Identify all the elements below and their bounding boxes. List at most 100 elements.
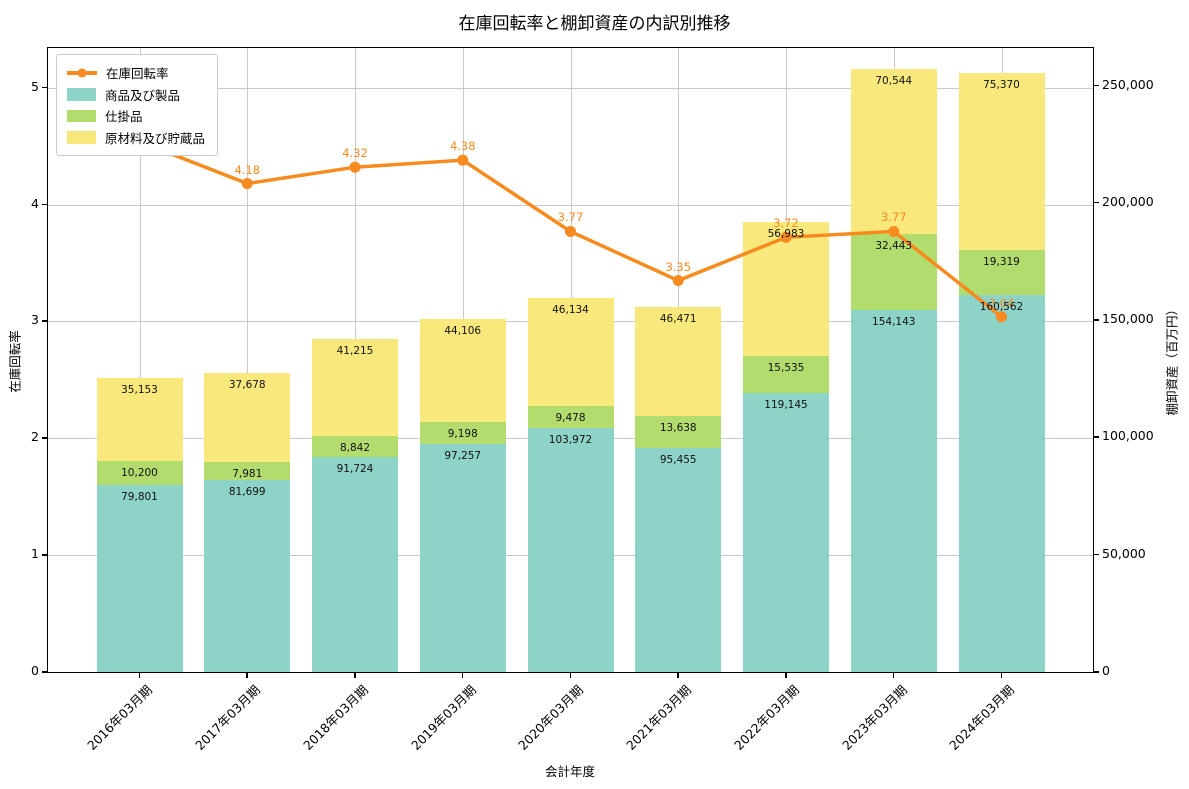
x-tick-mark [461,672,464,678]
x-tick-label: 2016年03月期 [84,682,156,753]
bar-value-label: 79,801 [121,490,158,503]
bar-value-label: 37,678 [228,379,266,392]
bar-segment [958,73,1045,251]
bar-value-label: 15,535 [767,362,805,375]
y-tick-mark-left [42,203,47,206]
legend: 在庫回転率 商品及び製品 仕掛品 原材料及び貯蔵品 [56,54,219,156]
bar-value-label: 95,455 [659,454,697,467]
x-tick-label: 2017年03月期 [192,682,263,753]
bar-value-label: 32,443 [875,240,913,253]
x-tick-label: 2018年03月期 [299,682,371,753]
bar-segment [204,461,291,481]
legend-line-marker-icon [67,68,97,78]
x-axis-label: 会計年度 [544,764,595,779]
x-tick-label: 2021年03月期 [623,682,694,753]
turnover-line [134,135,1007,323]
y-tick-mark-right [1093,319,1099,321]
line-marker [349,161,361,173]
bar-segment [850,234,937,311]
x-tick-mark [354,672,356,678]
bar-segment [419,422,506,444]
y-tick-mark-left [42,671,47,673]
legend-item: 原材料及び貯蔵品 [67,127,205,149]
line-marker [888,225,900,237]
line-value-label: 3.77 [880,210,907,225]
line-value-label: 4.32 [342,146,368,161]
bar-segment [958,250,1045,296]
bar-value-label: 9,198 [447,428,478,441]
y-tick-mark-left [42,320,47,322]
y-tick-label-left: 0 [31,663,39,678]
line-marker [241,178,253,190]
y-tick-mark-right [1093,84,1099,87]
bar-segment [204,373,291,462]
x-tick-mark [138,672,140,678]
y-tick-label-right: 0 [1102,663,1110,678]
x-tick-mark [1000,672,1002,678]
line-value-label: 3.72 [773,216,799,231]
bar-value-label: 44,106 [444,324,482,337]
bar-value-label: 70,544 [875,74,913,87]
bar-value-label: 8,842 [339,442,371,455]
y-tick-label-right: 250,000 [1102,76,1154,92]
line-value-label: 3.77 [557,210,584,225]
bar-segment [312,339,398,437]
y-tick-mark-right [1093,671,1099,673]
chart-title: 在庫回転率と棚卸資産の内訳別推移 [458,14,731,34]
bar-segment [419,443,506,672]
bar-segment [419,318,506,423]
bar-segment [527,297,614,406]
x-tick-label: 2022年03月期 [730,682,802,753]
bar-value-label: 91,724 [336,462,374,475]
x-tick-mark [892,672,895,678]
bar-segment [312,436,398,457]
y-tick-label-left: 2 [31,429,39,445]
legend-dot-icon [77,68,87,78]
line-marker [780,231,792,243]
y-tick-mark-left [42,437,47,439]
y-tick-label-right: 200,000 [1102,193,1154,209]
line-marker [672,275,684,287]
y-tick-label-right: 150,000 [1102,311,1154,327]
v-gridline [139,48,141,672]
y-tick-mark-right [1093,553,1099,556]
y-tick-label-left: 3 [31,312,39,328]
legend-item-label: 在庫回転率 [106,66,169,82]
legend-color-patch [67,109,96,122]
y-tick-label-right: 50,000 [1102,545,1146,561]
line-marker [457,154,469,166]
x-tick-mark [677,672,679,678]
x-tick-mark [246,672,248,678]
v-gridline [247,48,249,672]
bar-segment [96,484,183,672]
x-tick-mark [569,672,571,678]
y-tick-label-left: 5 [31,78,39,94]
legend-color-patch [67,88,96,101]
bar-value-label: 35,153 [121,384,158,397]
y-tick-label-left: 4 [31,195,39,211]
y-tick-mark-right [1093,436,1099,438]
bar-segment [204,480,291,672]
y-axis-label-right: 棚卸資産（百万円） [1164,302,1180,416]
bar-segment [96,460,183,485]
bar-segment [527,405,614,429]
y-tick-mark-left [42,86,47,89]
bar-segment [850,68,937,235]
x-tick-label: 2019年03月期 [407,682,479,753]
bar-segment [958,295,1045,672]
bar-segment [850,310,937,672]
line-marker [565,225,576,237]
legend-item-label: 仕掛品 [105,109,143,125]
bar-value-label: 9,478 [555,411,586,424]
bar-segment [743,222,829,357]
bar-value-label: 13,638 [659,422,697,435]
bar-value-label: 75,370 [983,79,1020,92]
bar-value-label: 56,983 [767,228,805,241]
bar-value-label: 46,134 [552,303,589,316]
x-tick-label: 2023年03月期 [838,682,910,753]
bar-segment [96,378,183,461]
bar-segment [635,307,722,417]
bar-value-label: 19,319 [983,256,1020,269]
y-axis-label-left: 在庫回転率 [7,330,23,393]
